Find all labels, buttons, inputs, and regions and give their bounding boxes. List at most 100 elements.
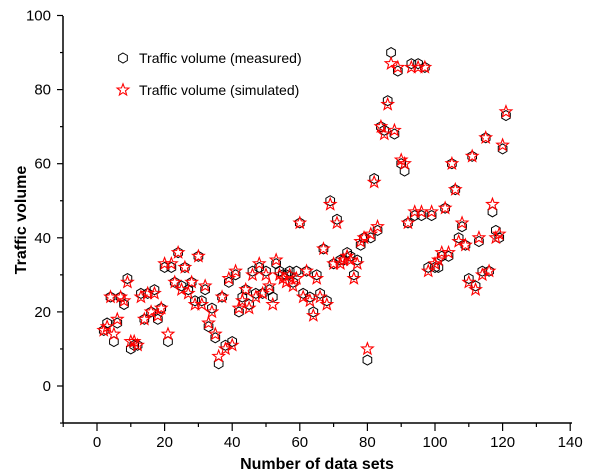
measured-point <box>349 269 359 281</box>
legend: Traffic volume (measured) Traffic volume … <box>115 50 302 98</box>
simulated-point <box>451 233 467 248</box>
measured-point <box>332 213 342 225</box>
measured-point <box>315 287 325 299</box>
simulated-point <box>204 304 220 319</box>
simulated-point <box>224 337 240 352</box>
simulated-point <box>211 348 227 363</box>
simulated-point <box>495 137 510 152</box>
simulated-point <box>163 255 179 271</box>
simulated-point <box>316 241 331 256</box>
data-points <box>96 46 514 370</box>
measured-point <box>463 272 474 285</box>
simulated-point <box>106 326 122 341</box>
simulated-point <box>285 278 301 293</box>
measured-point <box>264 284 275 296</box>
simulated-point <box>197 278 213 293</box>
simulated-point <box>116 293 132 308</box>
simulated-point <box>447 181 463 196</box>
simulated-point <box>174 281 189 296</box>
measured-point <box>362 354 373 366</box>
y-tick-label: 60 <box>34 156 51 173</box>
measured-point <box>399 165 410 177</box>
simulated-point <box>366 174 382 189</box>
simulated-series <box>96 55 514 363</box>
simulated-point <box>478 129 494 145</box>
measured-point <box>474 235 484 248</box>
measured-point <box>433 261 444 274</box>
measured-point <box>223 276 234 288</box>
measured-point <box>119 298 129 311</box>
y-tick-label: 100 <box>26 8 51 25</box>
simulated-point <box>420 263 436 278</box>
x-tick-label: 100 <box>422 434 447 451</box>
legend-marker-measured <box>118 52 128 64</box>
simulated-point <box>221 270 237 285</box>
x-tick-label: 120 <box>490 434 515 451</box>
simulated-point <box>427 255 443 271</box>
measured-point <box>406 58 417 70</box>
simulated-point <box>160 326 176 341</box>
simulated-point <box>265 296 281 311</box>
ticks <box>57 14 571 431</box>
simulated-point <box>241 300 257 315</box>
simulated-point <box>380 96 396 111</box>
simulated-point <box>471 230 487 245</box>
measured-point <box>325 195 336 207</box>
measured-point <box>501 109 511 122</box>
simulated-point <box>282 267 298 282</box>
simulated-point <box>261 278 277 293</box>
simulated-point <box>245 267 260 282</box>
measured-point <box>379 124 390 136</box>
simulated-point <box>363 226 379 241</box>
simulated-point <box>126 333 142 348</box>
simulated-point <box>113 289 129 304</box>
simulated-point <box>397 155 412 170</box>
simulated-point <box>464 148 480 163</box>
simulated-point <box>393 152 409 167</box>
simulated-point <box>349 255 365 271</box>
measured-point <box>267 291 278 303</box>
simulated-point <box>353 233 369 248</box>
simulated-point <box>228 263 243 278</box>
measured-point <box>112 317 123 329</box>
simulated-point <box>150 307 166 322</box>
simulated-point <box>268 252 284 267</box>
measured-point <box>392 65 403 77</box>
axes <box>62 16 572 424</box>
tick-labels: 0 20 40 60 80 100 120 140 0 20 40 60 80 100 <box>26 8 583 452</box>
measured-point <box>109 335 119 348</box>
measured-point <box>230 269 241 281</box>
simulated-point <box>454 215 470 230</box>
legend-label: Traffic volume (measured) <box>139 50 302 66</box>
simulated-point <box>153 300 169 315</box>
simulated-point <box>251 255 267 271</box>
y-tick-label: 40 <box>34 230 51 247</box>
measured-point <box>247 265 258 277</box>
measured-point <box>234 306 244 318</box>
simulated-point <box>437 200 453 215</box>
simulated-point <box>444 155 460 170</box>
measured-point <box>308 306 319 318</box>
simulated-point <box>207 326 223 341</box>
x-axis-title: Number of data sets <box>240 456 394 473</box>
measured-point <box>430 261 440 274</box>
simulated-point <box>488 230 504 245</box>
simulated-point <box>167 274 183 289</box>
simulated-point <box>289 270 304 285</box>
x-tick-label: 60 <box>291 434 308 451</box>
measured-point <box>487 206 498 218</box>
simulated-point <box>109 311 125 326</box>
simulated-point <box>143 304 159 319</box>
simulated-point <box>147 285 162 300</box>
simulated-point <box>299 263 314 278</box>
simulated-point <box>387 122 402 137</box>
simulated-point <box>461 274 477 289</box>
simulated-point <box>322 196 338 211</box>
simulated-point <box>332 255 348 271</box>
measured-point <box>210 332 221 344</box>
measured-point <box>413 58 423 70</box>
measured-point <box>491 224 501 236</box>
simulated-point <box>346 270 362 285</box>
simulated-point <box>191 248 206 263</box>
